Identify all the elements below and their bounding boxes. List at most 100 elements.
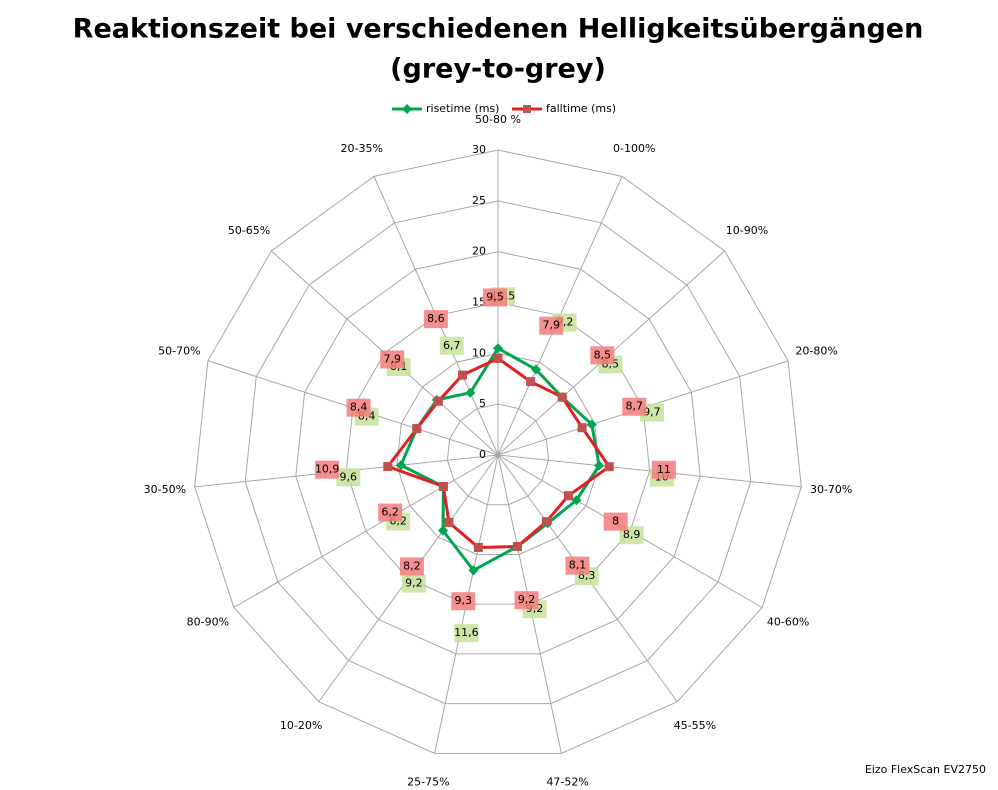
data-label: 8,2 bbox=[403, 559, 421, 572]
marker bbox=[571, 495, 582, 506]
data-label-bg bbox=[378, 503, 403, 522]
marker bbox=[594, 460, 605, 471]
grid-ring bbox=[295, 251, 701, 655]
category-label: 25-75% bbox=[407, 776, 449, 786]
marker bbox=[493, 353, 503, 363]
data-label: 11,6 bbox=[454, 626, 479, 639]
category-label: 50-65% bbox=[228, 224, 270, 237]
data-label: 8,5 bbox=[594, 348, 612, 361]
data-label: 7,9 bbox=[543, 319, 561, 332]
marker bbox=[586, 419, 597, 430]
data-label-bg bbox=[336, 468, 361, 487]
data-label-bg bbox=[423, 310, 448, 329]
data-label-bg bbox=[514, 591, 539, 610]
data-label: 8 bbox=[612, 515, 619, 528]
tick-label: 20 bbox=[472, 245, 486, 258]
tick-label: 5 bbox=[479, 397, 486, 410]
data-label: 10,9 bbox=[315, 463, 340, 476]
category-label: 40-60% bbox=[767, 616, 809, 629]
category-label: 45-55% bbox=[674, 719, 716, 732]
marker bbox=[412, 424, 422, 434]
grid-ring bbox=[446, 403, 550, 506]
grid-ring bbox=[396, 352, 600, 555]
data-label-bg bbox=[451, 592, 476, 611]
category-label: 47-52% bbox=[546, 776, 588, 786]
marker bbox=[438, 482, 448, 492]
data-label-bg bbox=[565, 556, 590, 575]
category-label: 20-80% bbox=[795, 344, 837, 357]
data-label-bg bbox=[439, 336, 464, 355]
marker bbox=[468, 565, 479, 576]
marker bbox=[438, 525, 449, 536]
data-label-bg bbox=[399, 557, 424, 576]
data-label: 8,6 bbox=[427, 312, 445, 325]
data-label: 7,9 bbox=[383, 352, 401, 365]
marker bbox=[541, 517, 551, 527]
source-note: Eizo FlexScan EV2750 bbox=[865, 763, 986, 776]
data-label: 11 bbox=[657, 463, 671, 476]
data-label: 9,2 bbox=[405, 577, 423, 590]
marker bbox=[383, 462, 393, 472]
category-label: 20-35% bbox=[341, 142, 383, 155]
legend-marker bbox=[402, 104, 412, 114]
data-label: 9,5 bbox=[486, 290, 504, 303]
data-label: 6,7 bbox=[443, 339, 461, 352]
series-line bbox=[385, 356, 612, 549]
tick-label: 10 bbox=[472, 346, 486, 359]
grid-ring bbox=[244, 200, 752, 705]
spoke bbox=[233, 454, 499, 608]
marker bbox=[563, 491, 573, 501]
data-label: 9,7 bbox=[643, 406, 661, 419]
data-label-bg bbox=[603, 512, 628, 531]
data-label-bg bbox=[380, 350, 405, 369]
marker bbox=[433, 396, 443, 406]
category-label: 50-80 % bbox=[475, 113, 521, 126]
tick-label: 15 bbox=[472, 296, 486, 309]
data-label: 8,1 bbox=[569, 559, 587, 572]
data-label-bg bbox=[346, 398, 371, 417]
category-label: 10-90% bbox=[726, 224, 768, 237]
category-label: 10-20% bbox=[280, 719, 322, 732]
data-label-bg bbox=[315, 460, 340, 479]
category-label: 0-100% bbox=[613, 142, 655, 155]
marker bbox=[531, 364, 542, 375]
tick-label: 25 bbox=[472, 194, 486, 207]
legend-label: falltime (ms) bbox=[546, 102, 616, 115]
data-label: 9,6 bbox=[340, 470, 358, 483]
grid-ring bbox=[345, 301, 651, 605]
marker bbox=[395, 460, 406, 471]
legend-marker bbox=[523, 105, 531, 113]
marker bbox=[577, 423, 587, 433]
marker bbox=[457, 370, 467, 380]
data-label-bg bbox=[401, 574, 426, 593]
data-label: 8,7 bbox=[626, 400, 644, 413]
data-label-bg bbox=[651, 460, 676, 479]
tick-label: 0 bbox=[479, 448, 486, 461]
category-label: 80-90% bbox=[187, 616, 229, 629]
grid-ring bbox=[194, 149, 802, 754]
data-label-bg bbox=[619, 526, 644, 545]
data-label: 6,2 bbox=[381, 506, 399, 519]
spoke bbox=[497, 454, 802, 488]
marker bbox=[473, 542, 483, 552]
data-label: 9,2 bbox=[518, 593, 536, 606]
marker bbox=[557, 392, 567, 402]
chart-title: (grey-to-grey) bbox=[390, 54, 606, 85]
marker bbox=[444, 517, 454, 527]
data-label: 8,4 bbox=[350, 401, 368, 414]
marker bbox=[465, 387, 476, 398]
category-label: 30-50% bbox=[144, 483, 186, 496]
marker bbox=[526, 377, 536, 387]
data-label-bg bbox=[539, 316, 564, 335]
marker bbox=[512, 541, 522, 551]
marker bbox=[604, 462, 614, 472]
legend-label: risetime (ms) bbox=[426, 102, 499, 115]
data-label-bg bbox=[622, 397, 647, 416]
data-label: 8,9 bbox=[623, 528, 641, 541]
category-label: 30-70% bbox=[810, 483, 852, 496]
marker bbox=[493, 343, 503, 354]
data-label-bg bbox=[483, 288, 507, 307]
chart-title: Reaktionszeit bei verschiedenen Helligke… bbox=[73, 14, 924, 45]
